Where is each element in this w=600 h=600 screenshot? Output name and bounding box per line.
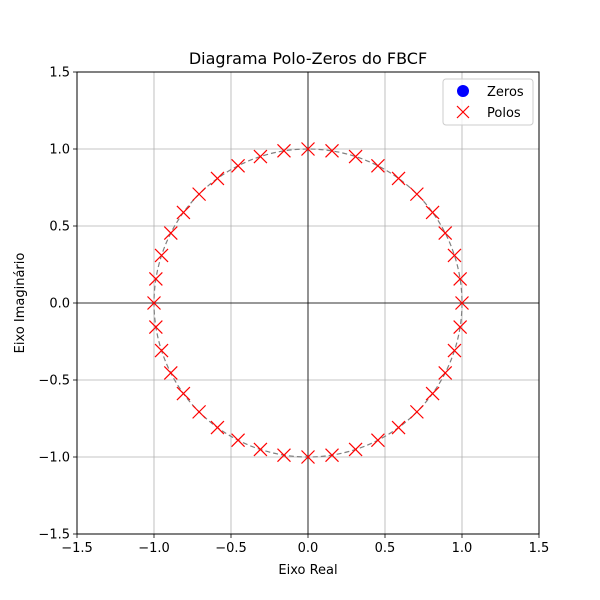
pole-marker <box>210 171 225 186</box>
pole-marker <box>277 448 291 463</box>
pole-marker <box>231 433 246 448</box>
zero-axis-lines <box>77 72 539 534</box>
legend-polos-marker <box>456 105 470 119</box>
x-tick-label: 1.5 <box>529 541 550 556</box>
pole-marker <box>348 149 363 164</box>
y-tick-label: −1.5 <box>38 528 70 543</box>
pole-marker <box>148 320 163 334</box>
pole-marker <box>325 143 339 158</box>
ticks-layer: −1.5 −1.0 −0.5 0.0 0.5 1.0 1.5 −1.5 −1.0 −0.5 0.0 0… <box>38 66 549 557</box>
pole-marker <box>391 420 406 435</box>
pole-marker <box>370 433 385 448</box>
x-axis-label: Eixo Real <box>278 563 337 578</box>
pole-marker <box>325 448 339 463</box>
pole-marker <box>148 272 163 286</box>
pole-marker <box>447 248 462 263</box>
x-tick-label: 0.0 <box>298 541 319 556</box>
pole-marker <box>301 450 315 464</box>
legend-zeros-label: Zeros <box>487 85 524 100</box>
y-tick-label: 0.5 <box>49 220 70 235</box>
pole-marker <box>176 386 191 401</box>
legend: Zeros Polos <box>442 78 534 126</box>
pole-marker <box>277 143 291 158</box>
x-tick-label: −1.5 <box>61 541 93 556</box>
x-tick-label: −1.0 <box>138 541 170 556</box>
pole-marker <box>409 404 424 419</box>
pole-marker <box>154 248 169 263</box>
pole-marker <box>231 158 246 173</box>
x-tick-label: −0.5 <box>215 541 247 556</box>
pole-marker <box>301 142 315 156</box>
pole-marker <box>176 205 191 220</box>
pole-marker <box>438 365 453 380</box>
chart-title: Diagrama Polo-Zeros do FBCF <box>189 49 427 68</box>
y-tick-label: −1.0 <box>38 451 70 466</box>
pole-marker <box>253 149 268 164</box>
pole-markers-layer <box>147 142 469 464</box>
y-tick-label: 0.0 <box>49 297 70 312</box>
pole-marker <box>409 187 424 202</box>
pole-marker <box>154 343 169 358</box>
pole-marker <box>348 442 363 457</box>
pole-marker <box>210 420 225 435</box>
pole-marker <box>192 404 207 419</box>
legend-zeros-marker <box>457 85 469 97</box>
pole-marker <box>425 386 440 401</box>
x-tick-label: 0.5 <box>375 541 396 556</box>
y-axis-label: Eixo Imaginário <box>13 253 28 354</box>
y-tick-label: 1.5 <box>49 66 70 81</box>
pole-marker <box>391 171 406 186</box>
pole-marker <box>438 226 453 241</box>
y-tick-label: −0.5 <box>38 374 70 389</box>
legend-polos-label: Polos <box>487 106 521 121</box>
pole-marker <box>253 442 268 457</box>
pole-marker <box>192 187 207 202</box>
x-tick-label: 1.0 <box>452 541 473 556</box>
pole-marker <box>163 365 178 380</box>
pole-marker <box>447 343 462 358</box>
pole-marker <box>425 205 440 220</box>
pole-marker <box>163 226 178 241</box>
y-tick-label: 1.0 <box>49 143 70 158</box>
pole-marker <box>370 158 385 173</box>
pole-marker <box>453 320 468 334</box>
pole-marker <box>455 296 469 310</box>
pole-marker <box>147 296 161 310</box>
pole-marker <box>453 272 468 286</box>
